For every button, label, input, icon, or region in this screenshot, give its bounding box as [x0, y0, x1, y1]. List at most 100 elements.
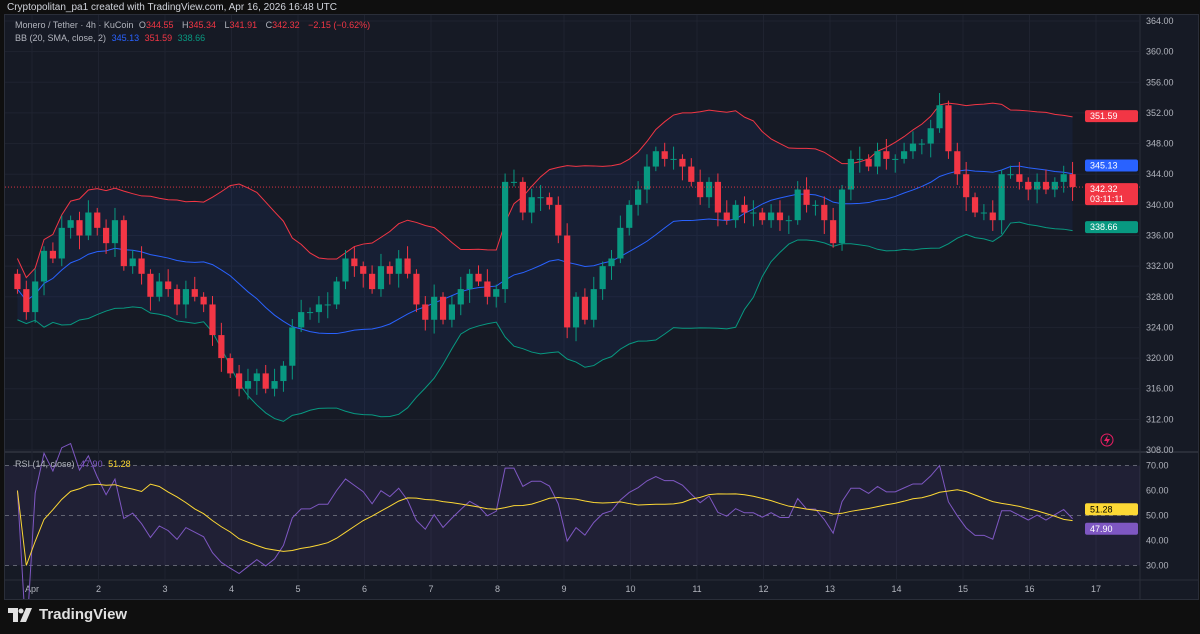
- change-value: −2.15 (−0.62%): [308, 20, 371, 30]
- symbol-label[interactable]: Monero / Tether · 4h · KuCoin: [15, 20, 134, 30]
- candle-body: [537, 197, 544, 199]
- candle-body: [218, 335, 225, 359]
- candle-body: [821, 204, 828, 221]
- rsi-tick-label: 50.00: [1146, 511, 1169, 521]
- bb-lower-value: 338.66: [177, 33, 206, 43]
- candle-body: [865, 158, 872, 167]
- time-tick-label: 8: [495, 584, 500, 594]
- price-tick-label: 328.00: [1146, 292, 1174, 302]
- candle-body: [572, 296, 580, 328]
- candle-body: [927, 128, 934, 144]
- candle-body: [581, 296, 589, 320]
- candle-body: [679, 158, 686, 167]
- candle-body: [102, 227, 110, 244]
- bb-upper-value: 351.59: [144, 33, 173, 43]
- time-tick-label: 9: [561, 584, 566, 594]
- candle-body: [271, 381, 278, 389]
- bb-basis-line: [17, 165, 1073, 335]
- chart-container[interactable]: 364.00 360.00 356.00 352.00 348.00 344.00 340.…: [4, 14, 1199, 600]
- low-number: 341.91: [229, 20, 258, 30]
- lightning-glyph: [1104, 435, 1110, 445]
- candle-body: [253, 373, 260, 382]
- time-tick-label: 4: [229, 584, 234, 594]
- tradingview-logo[interactable]: TradingView: [8, 606, 127, 623]
- rsi-line: [16, 442, 1073, 599]
- candle-body: [519, 181, 526, 213]
- rsi-tick-label: 60.00: [1146, 486, 1169, 496]
- candle-body: [980, 212, 988, 214]
- candle-body: [892, 158, 899, 160]
- candle-body: [431, 296, 438, 320]
- time-tick-label: Apr: [25, 584, 39, 594]
- candle-body: [306, 312, 314, 314]
- candle-body: [111, 220, 119, 244]
- rsi-ma-value: 51.28: [108, 459, 131, 469]
- candle-body: [528, 197, 535, 213]
- candle-body: [351, 258, 358, 267]
- rsi-ma-badge: 51.28: [1090, 504, 1113, 514]
- price-tick-label: 344.00: [1146, 169, 1174, 179]
- credit-text: Cryptopolitan_pa1 created with TradingVi…: [7, 2, 338, 13]
- candle-body: [280, 365, 287, 382]
- candle-body: [360, 266, 367, 274]
- candle-body: [94, 212, 101, 228]
- candle-body: [697, 181, 704, 198]
- candle-body: [342, 258, 349, 282]
- time-tick-label: 15: [958, 584, 968, 594]
- price-tick-label: 312.00: [1146, 414, 1174, 424]
- countdown-badge: 03:11:11: [1090, 194, 1124, 204]
- candle-body: [874, 151, 881, 167]
- candle-body: [377, 266, 385, 290]
- rsi-tick-label: 30.00: [1146, 561, 1169, 571]
- last-price-badge-bg: [1085, 183, 1138, 206]
- candle-body: [732, 204, 739, 221]
- candle-body: [989, 212, 996, 221]
- candle-body: [156, 281, 163, 297]
- candle-body: [1025, 181, 1032, 190]
- candle-body: [750, 212, 757, 214]
- basis-badge: 345.13: [1090, 161, 1118, 171]
- candle-body: [466, 273, 473, 290]
- candle-body: [936, 105, 943, 129]
- candle-body: [794, 189, 801, 221]
- candle-body: [812, 204, 819, 206]
- candle-body: [165, 281, 172, 290]
- candle-body: [714, 181, 722, 213]
- lower-band-badge: 338.66: [1090, 222, 1118, 232]
- candle-body: [555, 204, 562, 236]
- rsi-ma-badge-bg: [1085, 503, 1138, 516]
- candle-body: [759, 212, 766, 221]
- rsi-legend: RSI (14, close) 47.90 51.28: [15, 459, 134, 469]
- candle-body: [1033, 181, 1041, 190]
- time-tick-label: 12: [758, 584, 768, 594]
- rsi-label[interactable]: RSI (14, close): [15, 459, 75, 469]
- high-number: 345.34: [188, 20, 217, 30]
- candle-body: [23, 289, 30, 313]
- tradingview-logo-icon: [8, 607, 32, 622]
- chart-svg[interactable]: 364.00360.00356.00352.00348.00344.00340.…: [5, 15, 1198, 599]
- alert-lightning-icon: [1100, 433, 1114, 447]
- candle-body: [945, 105, 952, 152]
- candle-body: [510, 181, 518, 183]
- open-label: O: [138, 20, 146, 30]
- time-tick-label: 10: [625, 584, 635, 594]
- upper-band-badge: 351.59: [1090, 111, 1118, 121]
- bb-label[interactable]: BB (20, SMA, close, 2): [15, 33, 107, 43]
- high-value: H345.34: [182, 20, 219, 30]
- candle-body: [688, 166, 695, 182]
- candle-body: [413, 273, 420, 305]
- rsi-ma-line: [16, 483, 1073, 566]
- bb-legend: BB (20, SMA, close, 2) 345.13 351.59 338…: [15, 33, 208, 43]
- candle-body: [1016, 174, 1023, 182]
- bb-upper-line: [16, 102, 1073, 279]
- candle-body: [501, 181, 509, 290]
- time-tick-label: 7: [428, 584, 433, 594]
- open-number: 344.55: [145, 20, 174, 30]
- low-value: L341.91: [225, 20, 261, 30]
- candle-body: [14, 273, 21, 290]
- candle-body: [856, 158, 863, 160]
- candle-body: [1051, 181, 1058, 190]
- candle-body: [209, 304, 216, 336]
- bb-fill: [17, 103, 1073, 422]
- candle-body: [85, 212, 92, 236]
